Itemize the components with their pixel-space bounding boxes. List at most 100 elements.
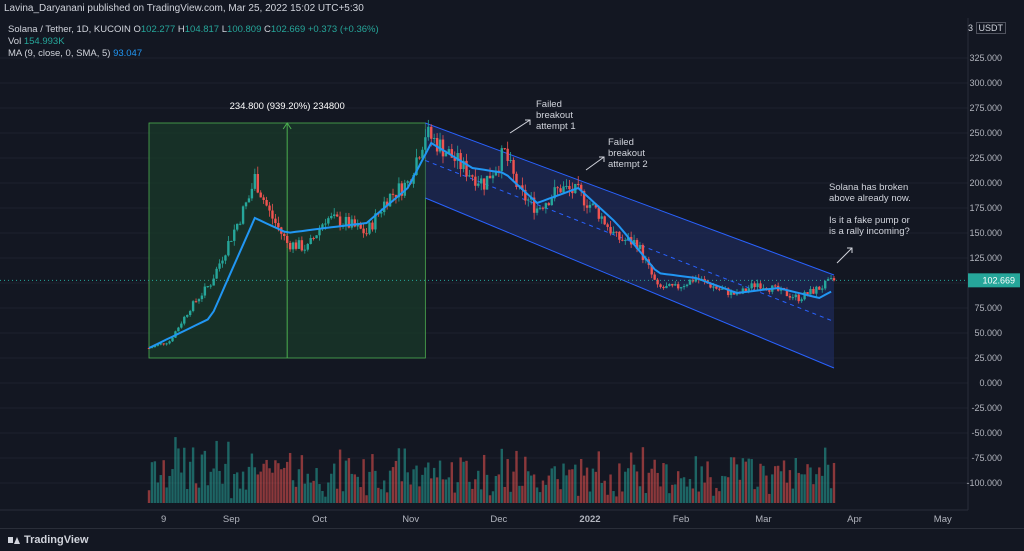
- volume-bar: [456, 482, 459, 503]
- volume-bar: [247, 466, 251, 503]
- volume-bar: [676, 471, 680, 503]
- x-tick-label: May: [934, 514, 952, 525]
- candle-body: [330, 216, 333, 219]
- candle-body: [565, 185, 568, 187]
- candle-body: [297, 240, 301, 249]
- volume-bar: [776, 465, 780, 503]
- candle-body: [406, 181, 409, 183]
- volume-bar: [450, 462, 454, 503]
- volume-bar: [659, 486, 662, 503]
- legend-vol-label: Vol: [8, 36, 22, 47]
- candle-body: [553, 187, 556, 199]
- legend-change: +0.373 (+0.36%): [307, 24, 379, 35]
- volume-bar: [800, 474, 803, 503]
- candle-body: [371, 222, 374, 230]
- volume-bar: [165, 487, 168, 503]
- annotation-arrow: [509, 119, 531, 134]
- candle-body: [474, 176, 477, 186]
- volume-bar: [832, 462, 836, 503]
- candle-body: [791, 297, 795, 299]
- volume-bar: [485, 474, 489, 503]
- volume-bar: [785, 482, 789, 503]
- volume-bar: [818, 467, 821, 503]
- volume-bar: [782, 460, 786, 503]
- candle-body: [268, 205, 271, 211]
- candle-body: [183, 316, 186, 324]
- volume-bar: [559, 489, 562, 503]
- volume-bar: [594, 471, 598, 503]
- candle-body: [812, 288, 815, 294]
- x-tick-label: Feb: [673, 514, 689, 525]
- annotation-text: Failed: [536, 99, 562, 110]
- candle-body: [600, 216, 603, 219]
- candle-body: [500, 148, 503, 171]
- candle-body: [806, 292, 809, 295]
- volume-bar: [412, 469, 415, 503]
- volume-bar: [771, 474, 774, 503]
- volume-bar: [627, 468, 630, 503]
- volume-bar: [147, 490, 151, 503]
- candle-body: [227, 240, 230, 256]
- candle-body: [250, 188, 254, 199]
- candle-body: [741, 288, 745, 294]
- candle-body: [809, 288, 812, 295]
- candle-body: [480, 178, 483, 184]
- candle-body: [427, 126, 430, 138]
- candle-body: [288, 242, 292, 250]
- candle-body: [356, 224, 359, 227]
- candle-body: [612, 231, 615, 234]
- candle-body: [471, 175, 474, 177]
- volume-bar: [447, 477, 451, 503]
- volume-bar: [515, 450, 518, 503]
- candle-body: [347, 216, 351, 228]
- candle-body: [309, 238, 312, 244]
- price-chart[interactable]: 325.000300.000275.000250.000225.000200.0…: [0, 18, 1024, 528]
- candle-body: [632, 240, 636, 245]
- volume-bar: [597, 451, 601, 503]
- volume-bar: [306, 473, 309, 503]
- volume-bar: [415, 465, 418, 503]
- candle-body: [265, 200, 268, 206]
- legend-l-label: L: [221, 24, 228, 35]
- ma-line: [148, 141, 832, 349]
- volume-bar: [609, 474, 612, 503]
- y-tick-label: 200.000: [969, 178, 1002, 188]
- candle-body: [729, 291, 733, 295]
- volume-bar: [209, 471, 212, 503]
- candle-body: [538, 207, 542, 209]
- footer-bar: TradingView: [0, 528, 1024, 551]
- volume-bar: [812, 484, 815, 503]
- legend-h-label: H: [177, 24, 185, 35]
- candle-body: [785, 290, 789, 297]
- candle-body: [385, 201, 389, 207]
- channel-upper-line: [425, 122, 835, 276]
- annotation-arrow-head: [525, 119, 531, 125]
- candle-body: [477, 183, 480, 186]
- x-tick-label: 9: [161, 514, 166, 525]
- candle-body: [709, 283, 712, 288]
- candle-body: [447, 149, 451, 153]
- volume-bar: [215, 440, 218, 503]
- candle-body: [333, 214, 336, 217]
- candle-body: [694, 278, 698, 282]
- volume-bar: [668, 493, 671, 503]
- candle-body: [524, 189, 527, 201]
- candle-body: [668, 283, 671, 287]
- annotation-text: Is it a fake pump or: [829, 215, 910, 226]
- volume-bar: [612, 491, 615, 503]
- volume-bar: [494, 476, 498, 503]
- candle-body: [662, 286, 665, 289]
- volume-bar: [709, 477, 712, 503]
- volume-bar: [315, 468, 318, 503]
- candle-body: [400, 183, 404, 196]
- candle-body: [753, 283, 756, 288]
- legend-open: 102.277: [140, 24, 176, 35]
- volume-bar: [488, 495, 492, 503]
- candle-body: [676, 284, 680, 289]
- measure-label: 234.800 (939.20%) 234800: [230, 101, 345, 112]
- volume-bar: [635, 471, 639, 503]
- volume-bar: [259, 471, 262, 503]
- annotation-text: above already now.: [829, 193, 911, 204]
- candle-body: [768, 290, 771, 292]
- candle-body: [606, 224, 609, 227]
